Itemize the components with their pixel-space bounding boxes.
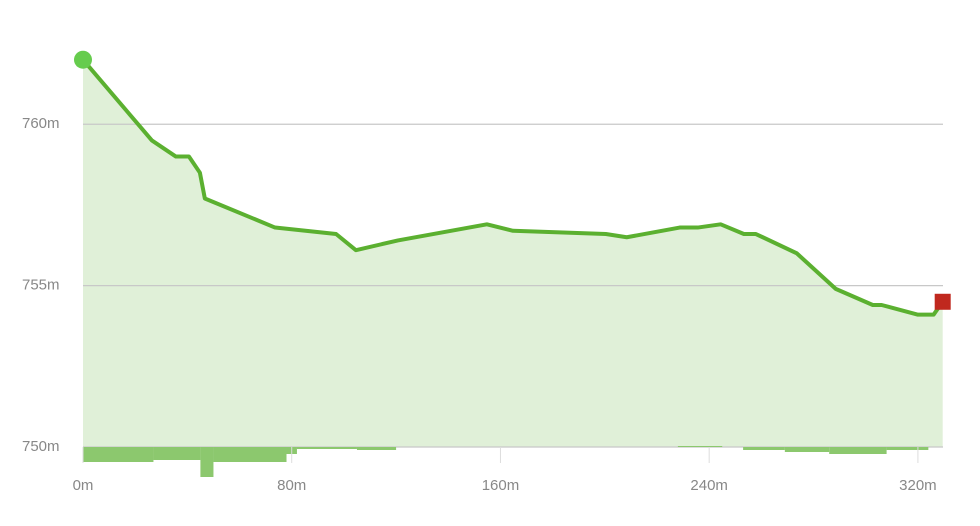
slope-bar bbox=[743, 447, 785, 450]
slope-bar bbox=[886, 447, 929, 450]
slope-bar bbox=[213, 447, 287, 462]
x-tick-label: 160m bbox=[482, 477, 520, 494]
slope-bar bbox=[83, 447, 154, 462]
slope-bar bbox=[677, 446, 723, 447]
slope-bar bbox=[829, 447, 887, 454]
slope-bar bbox=[296, 447, 357, 449]
x-tick-label: 240m bbox=[690, 477, 728, 494]
elevation-line bbox=[81, 58, 945, 317]
slope-bar bbox=[200, 447, 214, 477]
end-marker bbox=[934, 293, 951, 310]
y-tick-label: 750m bbox=[22, 438, 60, 455]
slope-bar bbox=[784, 447, 830, 452]
x-tick-label: 80m bbox=[277, 477, 306, 494]
x-tick-label: 320m bbox=[899, 477, 937, 494]
y-tick-label: 755m bbox=[22, 277, 60, 294]
start-marker bbox=[74, 50, 92, 69]
x-tick-label: 0m bbox=[73, 477, 94, 494]
y-tick-label: 760m bbox=[22, 115, 60, 132]
area-fill bbox=[83, 59, 943, 448]
slope-bar bbox=[356, 447, 397, 450]
slope-bar bbox=[153, 447, 201, 460]
